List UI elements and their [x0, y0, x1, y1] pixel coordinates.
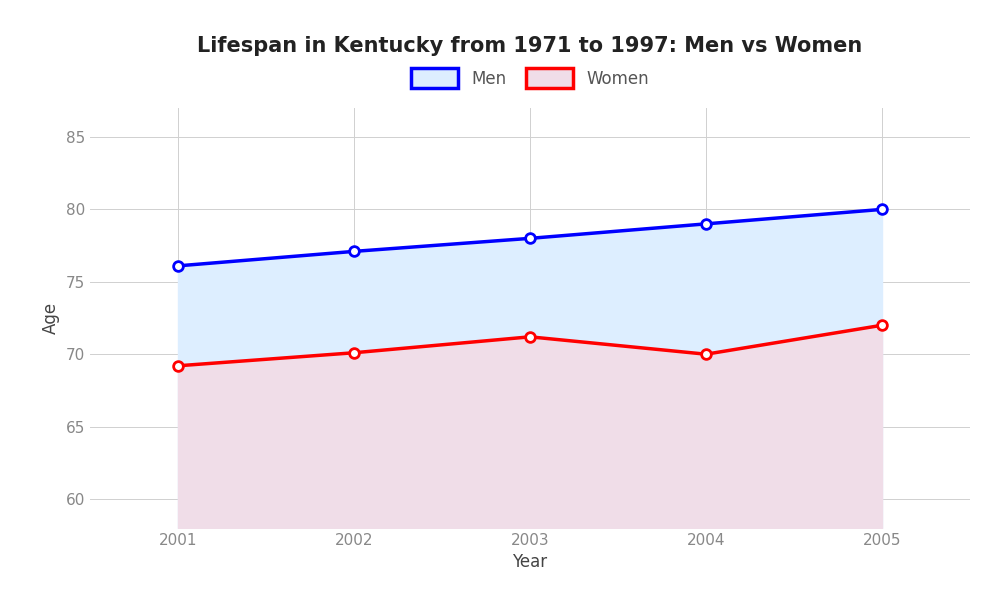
Y-axis label: Age: Age — [42, 302, 60, 334]
Title: Lifespan in Kentucky from 1971 to 1997: Men vs Women: Lifespan in Kentucky from 1971 to 1997: … — [197, 37, 863, 56]
Legend: Men, Women: Men, Women — [404, 62, 656, 94]
X-axis label: Year: Year — [512, 553, 548, 571]
